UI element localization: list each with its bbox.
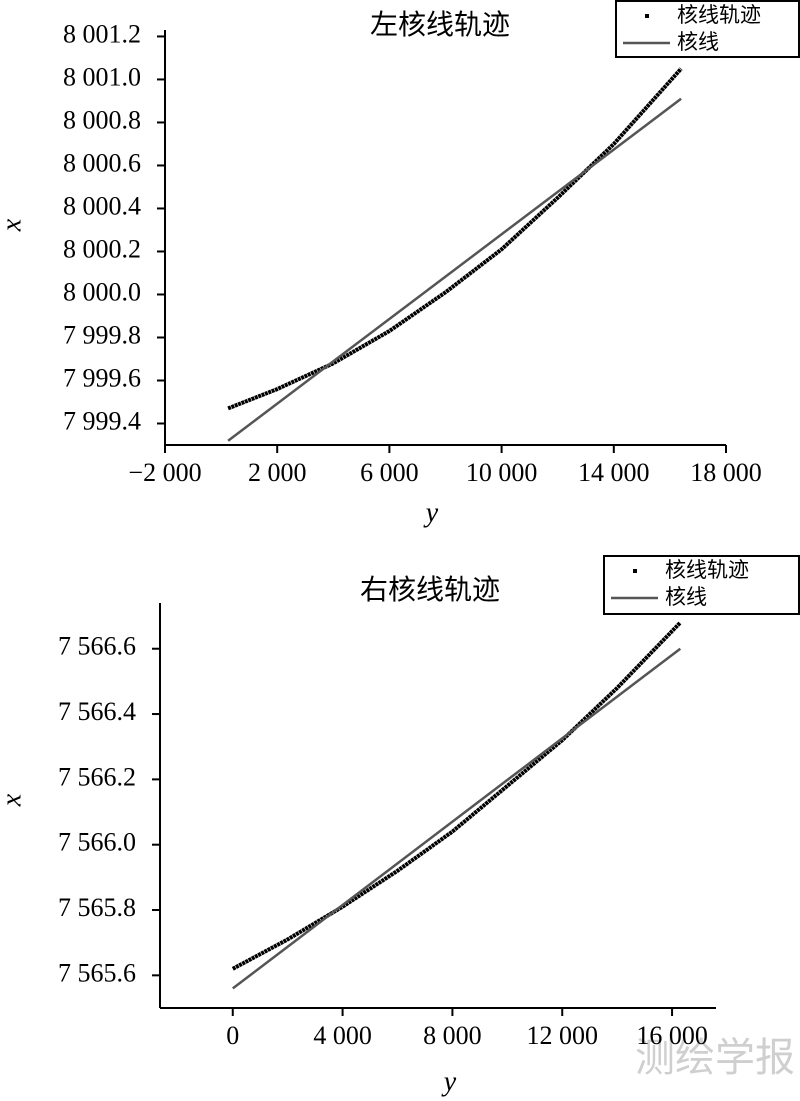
- x-tick-label: −2 000: [128, 458, 201, 487]
- x-tick-label: 14 000: [578, 458, 650, 487]
- y-tick-label: 8 001.2: [63, 19, 141, 48]
- legend-box: [615, 0, 800, 58]
- legend-label: 核线轨迹: [665, 558, 749, 582]
- x-tick-label: 2 000: [248, 458, 307, 487]
- legend-label: 核线: [665, 585, 707, 609]
- legend-marker: [633, 569, 637, 573]
- epipolar-line: [227, 97, 682, 442]
- y-tick-label: 8 001.0: [63, 62, 141, 91]
- legend-box: [603, 555, 800, 615]
- y-tick-label: 7 999.4: [63, 406, 141, 435]
- x-tick-label: 4 000: [313, 1021, 372, 1050]
- y-axis-label: x: [0, 793, 27, 807]
- x-tick-label: 8 000: [423, 1021, 482, 1050]
- y-tick-label: 7 565.6: [58, 958, 136, 987]
- y-tick-label: 7 566.6: [58, 632, 136, 661]
- y-tick-label: 8 000.2: [63, 234, 141, 263]
- y-tick-label: 7 566.4: [58, 697, 136, 726]
- epipolar-line: [232, 647, 682, 990]
- legend-marker: [645, 14, 649, 18]
- y-tick-label: 7 999.8: [63, 320, 141, 349]
- legend-label: 核线: [677, 30, 719, 54]
- y-tick-label: 8 000.8: [63, 105, 141, 134]
- x-tick-label: 18 000: [690, 458, 762, 487]
- x-tick-label: 16 000: [636, 1021, 708, 1050]
- y-tick-label: 8 000.4: [63, 191, 141, 220]
- y-tick-label: 7 565.8: [58, 893, 136, 922]
- y-axis-label: x: [0, 218, 27, 232]
- trajectory: [227, 67, 683, 411]
- y-tick-label: 7 999.6: [63, 363, 141, 392]
- legend-label: 核线轨迹: [677, 3, 761, 27]
- chart-title: 左核线轨迹: [370, 8, 510, 41]
- y-tick-label: 7 566.2: [58, 762, 136, 791]
- x-axis-label: y: [423, 497, 439, 528]
- y-tick-label: 8 000.6: [63, 148, 141, 177]
- x-tick-label: 6 000: [360, 458, 419, 487]
- trajectory: [231, 621, 682, 971]
- watermark: 测绘学报: [635, 1035, 795, 1081]
- x-tick-label: 0: [226, 1021, 239, 1050]
- y-tick-label: 7 566.0: [58, 828, 136, 857]
- x-tick-label: 12 000: [526, 1021, 598, 1050]
- x-tick-label: 10 000: [466, 458, 538, 487]
- y-tick-label: 8 000.0: [63, 277, 141, 306]
- x-axis-label: y: [441, 1066, 457, 1097]
- chart-title: 右核线轨迹: [360, 573, 500, 606]
